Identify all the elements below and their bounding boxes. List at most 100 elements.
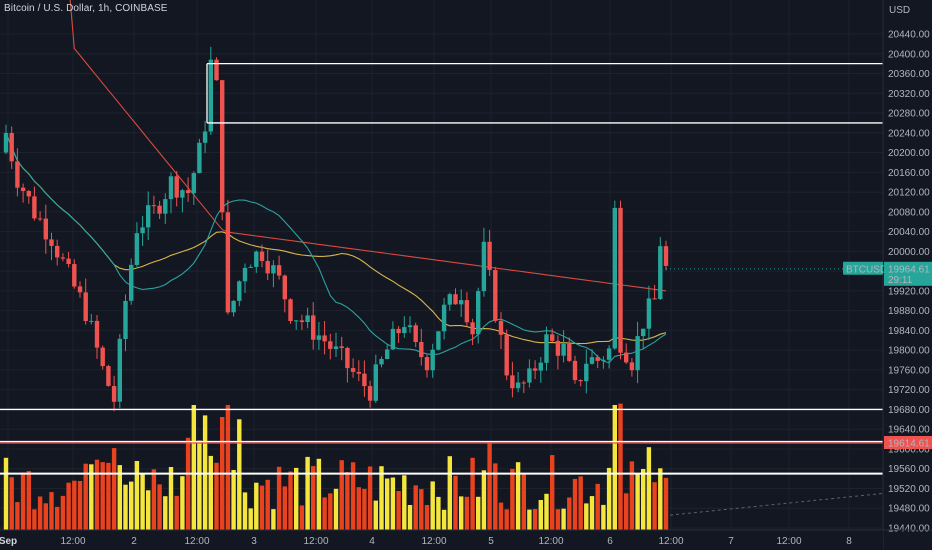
candle-body	[208, 59, 213, 132]
time-tick-label: 12:00	[776, 536, 801, 547]
candle-body	[77, 286, 83, 293]
volume-bar	[208, 455, 213, 530]
price-tick-label: 19880.00	[888, 306, 930, 317]
candle-body	[282, 275, 287, 300]
volume-bar	[276, 466, 282, 530]
candle-body	[157, 205, 162, 214]
price-tick-label: 19920.00	[888, 286, 930, 297]
red-price-value: 19614.61	[888, 439, 930, 450]
candle-body	[254, 251, 259, 267]
candle-body	[629, 362, 635, 371]
volume-bar	[174, 495, 179, 530]
volume-bar	[453, 475, 458, 530]
volume-bar	[407, 505, 413, 530]
volume-bar	[89, 464, 94, 530]
price-tick-label: 20240.00	[888, 128, 930, 139]
time-tick-label: 12:00	[60, 536, 85, 547]
candle-body	[32, 196, 37, 219]
volume-bar	[111, 448, 117, 530]
candle-body	[242, 267, 248, 282]
candle-body	[402, 327, 407, 334]
last-price-badge	[884, 261, 932, 286]
volume-bar	[288, 471, 293, 530]
volume-bar	[32, 509, 37, 530]
volume-bar	[362, 488, 367, 530]
volume-bar	[578, 476, 583, 530]
candle-body	[641, 328, 646, 336]
price-tick-label: 19800.00	[888, 346, 930, 357]
last-price-value: 19964.61	[888, 264, 930, 275]
candle-body	[441, 304, 447, 332]
volume-bar	[424, 505, 430, 530]
candle-body	[510, 375, 515, 389]
volume-bar	[476, 496, 481, 530]
volume-bar	[3, 457, 9, 530]
candle-body	[83, 292, 88, 321]
volume-bar	[595, 483, 600, 530]
volume-bar	[254, 482, 259, 530]
volume-bar	[481, 470, 487, 530]
candle-body	[658, 246, 663, 299]
time-tick-label: 7	[728, 536, 734, 547]
candle-body	[424, 357, 430, 371]
candle-body	[197, 142, 202, 174]
candle-body	[276, 265, 282, 276]
volume-bar	[94, 459, 100, 530]
candle-body	[15, 161, 20, 188]
volume-bar	[134, 461, 140, 530]
volume-bar	[140, 473, 145, 530]
volume-bar	[521, 474, 526, 530]
symbol-badge-label: BTCUSD	[846, 264, 887, 275]
volume-bar	[567, 497, 572, 530]
volume-bar	[157, 484, 162, 530]
price-tick-label: 19720.00	[888, 385, 930, 396]
time-tick-label: Sep	[0, 536, 17, 547]
candle-body	[185, 190, 191, 194]
candle-body	[123, 300, 128, 339]
price-tick-label: 20120.00	[888, 188, 930, 199]
price-tick-label: 20440.00	[888, 30, 930, 41]
volume-bar	[106, 462, 111, 530]
volume-bar	[316, 458, 322, 530]
volume-bar	[191, 405, 196, 530]
volume-bar	[271, 509, 276, 530]
candle-body	[100, 347, 105, 367]
volume-bar	[641, 469, 646, 530]
candle-body	[214, 59, 219, 81]
volume-bar	[299, 505, 305, 530]
volume-bar	[55, 506, 60, 530]
price-tick-label: 20280.00	[888, 109, 930, 120]
candle-body	[163, 199, 168, 214]
volume-bar	[447, 456, 452, 530]
price-tick-label: 19680.00	[888, 405, 930, 416]
volume-bar	[350, 462, 356, 530]
volume-bar	[624, 493, 629, 530]
candle-body	[350, 368, 356, 372]
symbol-badge	[843, 261, 883, 275]
price-tick-label: 19440.00	[888, 524, 930, 535]
candle-body	[37, 218, 43, 220]
time-tick-label: 4	[369, 536, 375, 547]
candle-body	[407, 325, 413, 328]
candle-body	[146, 205, 151, 228]
volume-bar	[322, 497, 327, 530]
candle-body	[345, 347, 350, 369]
volume-bar	[658, 468, 663, 530]
volume-bar	[504, 509, 509, 530]
candle-body	[265, 261, 270, 274]
volume-bar	[385, 478, 390, 530]
volume-bar	[390, 477, 396, 530]
candle-body	[447, 294, 452, 305]
time-tick-label: 12:00	[184, 536, 209, 547]
volume-bar	[66, 482, 71, 530]
volume-bar	[430, 481, 435, 530]
volume-bar	[123, 484, 128, 530]
candle-body	[476, 291, 481, 335]
candle-body	[555, 340, 561, 356]
candle-body	[493, 270, 498, 321]
price-tick-label: 20200.00	[888, 148, 930, 159]
volume-bar	[311, 466, 316, 530]
